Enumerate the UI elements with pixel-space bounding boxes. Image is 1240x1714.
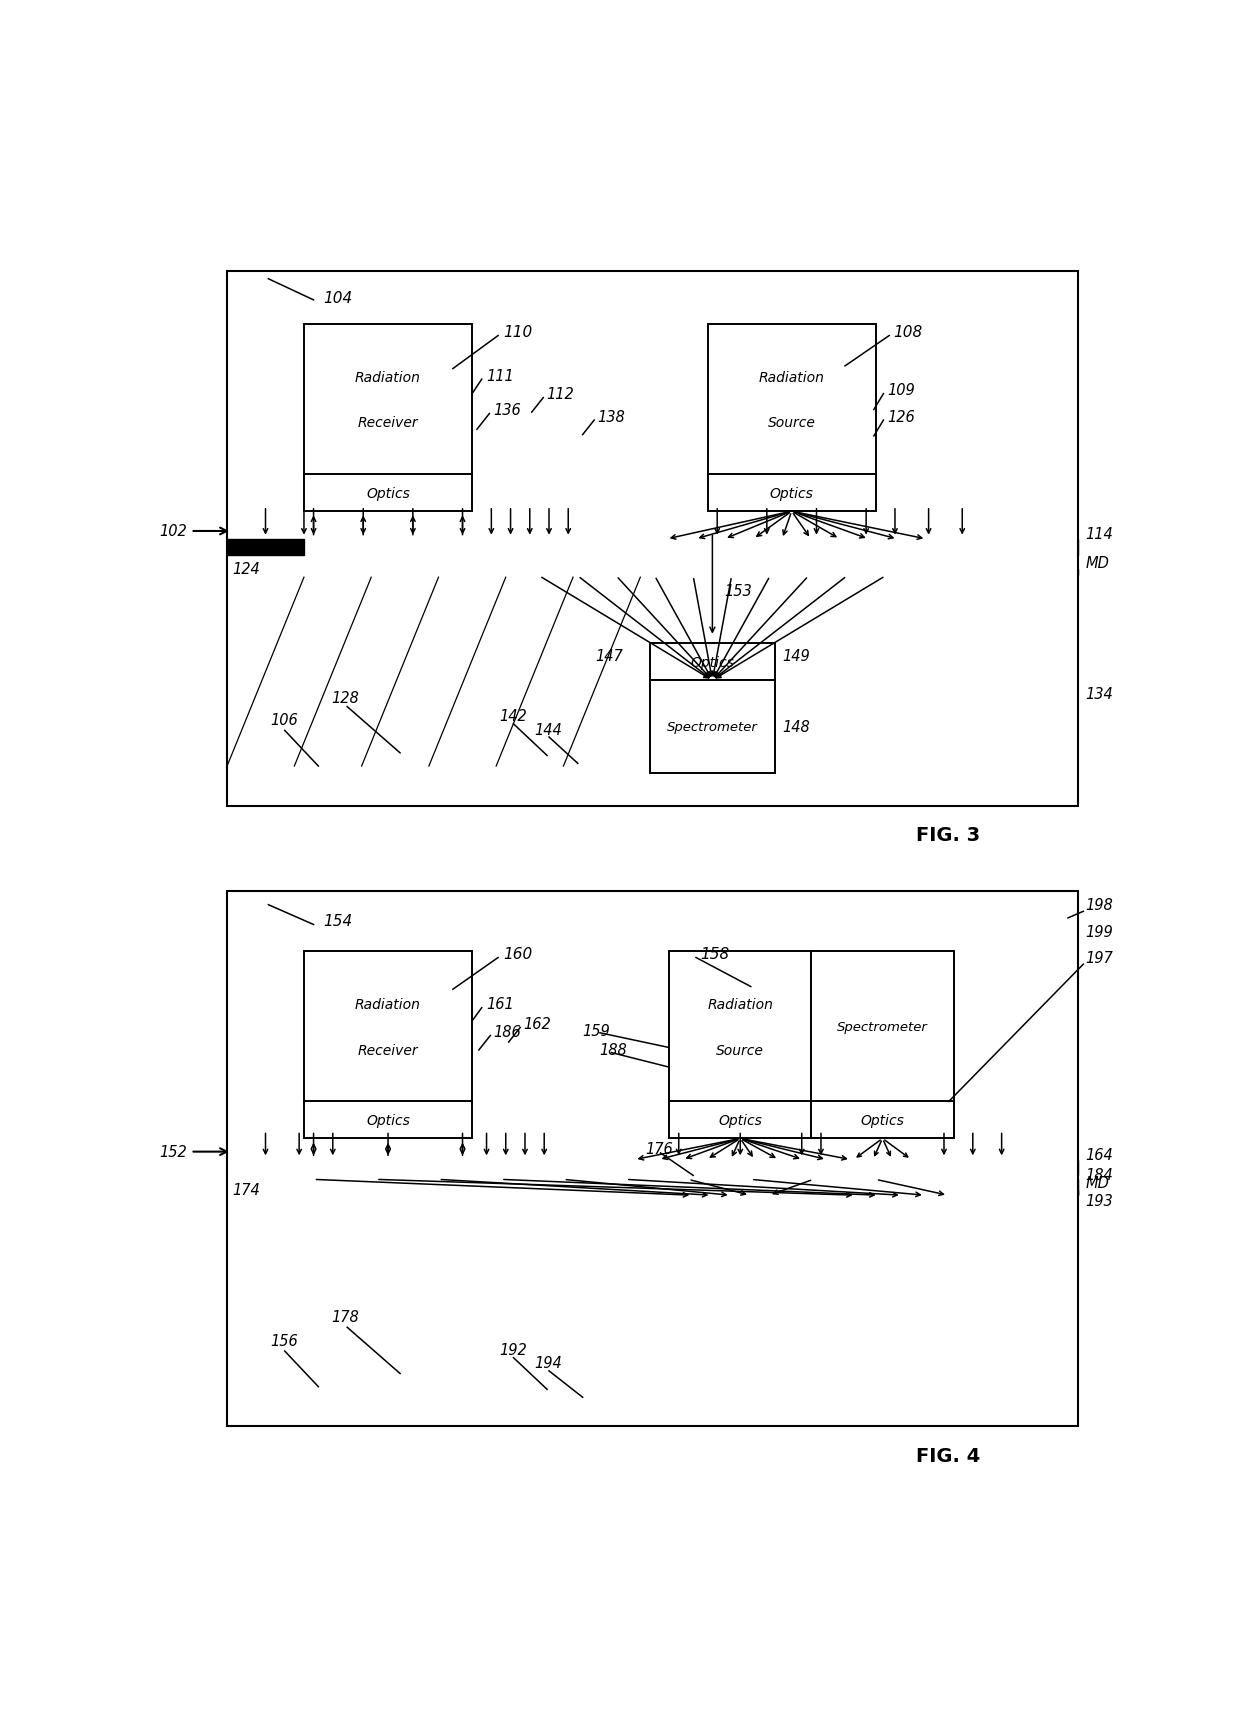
Text: Spectrometer: Spectrometer [667, 720, 758, 734]
Text: 152: 152 [159, 1145, 187, 1159]
Bar [709, 536, 874, 555]
Text: 159: 159 [583, 1023, 610, 1039]
Text: 106: 106 [270, 713, 298, 728]
Bar [709, 569, 874, 576]
Bar [227, 540, 1078, 555]
Text: Optics: Optics [366, 1114, 410, 1128]
Bar [304, 1102, 472, 1138]
Text: 199: 199 [1085, 924, 1114, 939]
Text: Source: Source [717, 1044, 764, 1058]
Text: 111: 111 [486, 369, 515, 384]
Text: 197: 197 [1085, 951, 1114, 965]
Text: 176: 176 [645, 1142, 673, 1157]
Text: 108: 108 [893, 326, 923, 339]
Bar [306, 1157, 470, 1176]
Text: 114: 114 [1085, 526, 1114, 542]
Text: MD: MD [1085, 555, 1109, 571]
Bar [227, 1179, 1078, 1196]
Text: Spectrometer: Spectrometer [837, 1022, 928, 1034]
Bar [227, 1190, 1078, 1196]
Text: 136: 136 [494, 403, 521, 418]
Bar [306, 536, 470, 555]
Bar [671, 1190, 810, 1196]
Bar [227, 1160, 1078, 1176]
Text: Optics: Optics [691, 655, 734, 670]
Bar [671, 1157, 810, 1176]
Text: Radiation: Radiation [355, 998, 422, 1011]
Bar [813, 1157, 951, 1176]
Bar [811, 1102, 954, 1138]
Text: 147: 147 [595, 648, 622, 663]
Bar [811, 951, 954, 1104]
Bar [227, 571, 1078, 576]
Text: 174: 174 [232, 1183, 259, 1198]
Text: 109: 109 [888, 382, 915, 398]
Bar [304, 324, 472, 476]
Bar [304, 951, 472, 1104]
Bar [670, 951, 811, 1104]
Text: Optics: Optics [861, 1114, 904, 1128]
Text: Radiation: Radiation [707, 998, 774, 1011]
Bar [670, 1102, 811, 1138]
Bar [306, 569, 470, 576]
Text: 134: 134 [1085, 687, 1114, 701]
Text: Radiation: Radiation [759, 370, 825, 384]
Text: 198: 198 [1085, 898, 1114, 912]
Text: Optics: Optics [718, 1114, 763, 1128]
Bar [304, 475, 472, 512]
Text: 142: 142 [498, 710, 527, 723]
Text: 128: 128 [331, 691, 358, 706]
Text: 154: 154 [324, 914, 352, 929]
Text: MD: MD [1085, 1174, 1109, 1190]
Text: Receiver: Receiver [357, 417, 418, 430]
Text: Optics: Optics [366, 487, 410, 500]
Text: 194: 194 [534, 1356, 563, 1371]
Text: 156: 156 [270, 1333, 298, 1349]
Text: FIG. 3: FIG. 3 [916, 826, 980, 845]
Text: 160: 160 [503, 946, 532, 962]
Text: 164: 164 [1085, 1147, 1114, 1162]
Bar [650, 644, 775, 680]
Bar [227, 271, 1078, 806]
Text: 153: 153 [724, 583, 751, 598]
Text: 186: 186 [494, 1025, 521, 1039]
Text: 178: 178 [331, 1309, 358, 1325]
Bar [708, 324, 875, 476]
Bar [813, 1190, 951, 1196]
Text: 188: 188 [599, 1042, 626, 1058]
Text: 193: 193 [1085, 1193, 1114, 1208]
Text: FIG. 4: FIG. 4 [915, 1447, 980, 1465]
Bar [650, 680, 775, 773]
Text: Radiation: Radiation [355, 370, 422, 384]
Text: 104: 104 [324, 291, 352, 305]
Text: 184: 184 [1085, 1167, 1114, 1183]
Text: 102: 102 [159, 524, 187, 540]
Text: 138: 138 [596, 410, 625, 425]
Bar [306, 1190, 470, 1196]
Text: 126: 126 [888, 410, 915, 425]
Text: 110: 110 [503, 326, 532, 339]
Text: 144: 144 [534, 722, 563, 737]
Text: Receiver: Receiver [357, 1044, 418, 1058]
Text: Source: Source [768, 417, 816, 430]
Text: 161: 161 [486, 996, 515, 1011]
Bar [708, 475, 875, 512]
Text: 149: 149 [782, 648, 810, 663]
Bar [227, 540, 304, 555]
Text: 148: 148 [782, 720, 810, 735]
Bar [227, 891, 1078, 1426]
Text: 158: 158 [699, 946, 729, 962]
Text: 124: 124 [232, 562, 259, 578]
Text: 192: 192 [498, 1342, 527, 1357]
Text: 162: 162 [523, 1016, 551, 1032]
Text: 112: 112 [546, 387, 574, 401]
Text: Optics: Optics [770, 487, 813, 500]
